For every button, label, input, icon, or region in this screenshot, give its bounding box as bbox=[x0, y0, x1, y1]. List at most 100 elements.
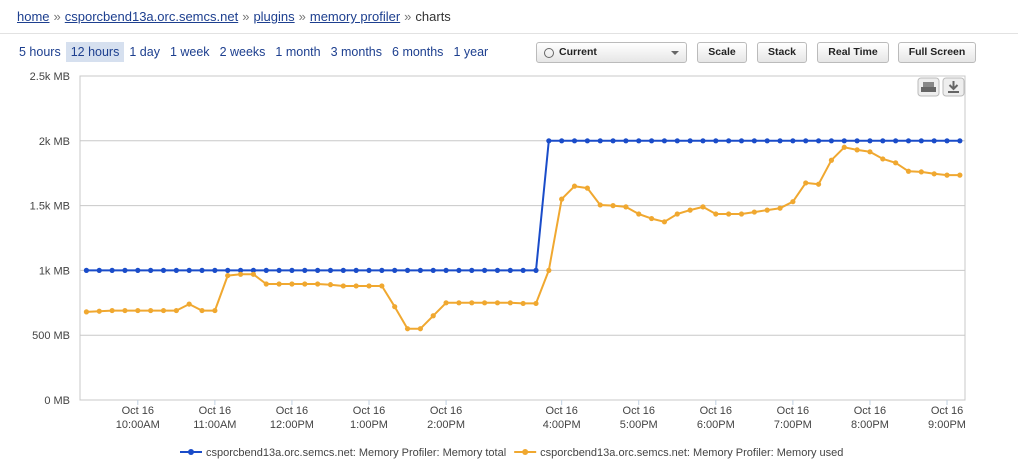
breadcrumb-separator: » bbox=[242, 9, 250, 24]
legend-marker bbox=[188, 449, 194, 455]
data-point bbox=[482, 267, 488, 273]
data-point bbox=[135, 307, 141, 314]
data-point bbox=[443, 267, 449, 273]
data-point bbox=[610, 138, 616, 144]
range-link[interactable]: 1 month bbox=[275, 45, 321, 59]
data-point bbox=[867, 138, 873, 144]
data-point bbox=[276, 281, 282, 287]
data-point bbox=[623, 204, 629, 210]
data-point bbox=[250, 267, 257, 273]
data-point bbox=[597, 202, 603, 208]
data-point bbox=[713, 138, 719, 144]
data-point bbox=[533, 267, 539, 273]
data-point bbox=[392, 267, 398, 273]
period-dropdown[interactable]: Current bbox=[536, 42, 687, 63]
x-tick-label: Oct 16 bbox=[199, 405, 231, 417]
data-point bbox=[494, 267, 501, 273]
data-point bbox=[366, 267, 372, 273]
data-point bbox=[918, 169, 924, 175]
breadcrumb-link[interactable]: home bbox=[17, 9, 50, 24]
data-point bbox=[803, 180, 809, 186]
breadcrumb-link[interactable]: memory profiler bbox=[309, 9, 401, 24]
data-point bbox=[135, 267, 141, 273]
data-point bbox=[751, 138, 757, 144]
x-tick-label: 10:00AM bbox=[116, 419, 160, 431]
data-point bbox=[109, 267, 115, 273]
data-point bbox=[379, 283, 385, 289]
data-point bbox=[379, 267, 385, 273]
breadcrumb-link[interactable]: plugins bbox=[253, 9, 295, 24]
data-point bbox=[854, 147, 860, 153]
data-point bbox=[507, 300, 513, 306]
x-tick-label: Oct 16 bbox=[430, 405, 462, 417]
toolbar-button[interactable]: Stack bbox=[757, 42, 807, 63]
data-point bbox=[546, 267, 552, 273]
range-link[interactable]: 3 months bbox=[330, 45, 383, 59]
data-point bbox=[841, 144, 847, 150]
range-link[interactable]: 2 weeks bbox=[219, 45, 266, 59]
range-link[interactable]: 12 hours bbox=[65, 42, 125, 62]
x-tick-label: Oct 16 bbox=[700, 405, 732, 417]
data-point bbox=[173, 267, 179, 273]
data-point bbox=[225, 272, 231, 279]
range-link[interactable]: 5 hours bbox=[19, 45, 61, 59]
data-point bbox=[250, 271, 257, 277]
data-point bbox=[212, 267, 218, 273]
x-tick-label: 4:00PM bbox=[543, 419, 581, 431]
range-link[interactable]: 1 day bbox=[129, 45, 160, 59]
download-icon bbox=[948, 81, 959, 93]
data-point bbox=[340, 267, 346, 273]
print-icon bbox=[923, 82, 934, 87]
data-point bbox=[584, 185, 590, 191]
data-point bbox=[199, 267, 205, 273]
data-point bbox=[160, 307, 167, 314]
toolbar-button[interactable]: Real Time bbox=[817, 42, 889, 63]
data-point bbox=[918, 138, 924, 144]
breadcrumb-link[interactable]: csporcbend13a.orc.semcs.net bbox=[64, 9, 239, 24]
range-link[interactable]: 1 week bbox=[169, 45, 210, 59]
data-point bbox=[700, 138, 706, 144]
data-point bbox=[404, 267, 411, 273]
data-point bbox=[571, 183, 578, 189]
x-tick-label: Oct 16 bbox=[854, 405, 886, 417]
data-point bbox=[109, 307, 115, 314]
data-point bbox=[122, 267, 128, 273]
data-point bbox=[944, 138, 950, 144]
toolbar-button[interactable]: Full Screen bbox=[898, 42, 976, 63]
range-link[interactable]: 1 year bbox=[453, 45, 489, 59]
data-point bbox=[417, 326, 423, 332]
print-button[interactable] bbox=[917, 77, 940, 97]
x-tick-label: Oct 16 bbox=[276, 405, 308, 417]
data-point bbox=[726, 211, 732, 217]
legend-item: csporcbend13a.orc.semcs.net: Memory Prof… bbox=[180, 447, 506, 459]
data-point bbox=[366, 283, 372, 289]
breadcrumb: home» csporcbend13a.orc.semcs.net» plugins… bbox=[0, 0, 1018, 34]
range-link[interactable]: 6 months bbox=[392, 45, 444, 59]
data-point bbox=[199, 307, 205, 314]
data-point bbox=[841, 138, 847, 144]
data-point bbox=[430, 313, 436, 319]
data-point bbox=[186, 301, 192, 307]
y-tick-label: 2k MB bbox=[39, 136, 70, 148]
data-point bbox=[828, 157, 835, 163]
data-point bbox=[957, 138, 963, 144]
toolbar-button[interactable]: Scale bbox=[697, 42, 747, 63]
data-point bbox=[559, 196, 565, 202]
data-point bbox=[738, 211, 745, 217]
data-point bbox=[713, 211, 719, 217]
data-point bbox=[148, 307, 154, 314]
y-tick-label: 1.5k MB bbox=[30, 201, 70, 213]
data-point bbox=[276, 267, 282, 273]
x-tick-label: 7:00PM bbox=[774, 419, 812, 431]
data-point bbox=[944, 172, 950, 178]
data-point bbox=[315, 267, 321, 273]
export-button[interactable] bbox=[942, 77, 965, 97]
data-point bbox=[687, 207, 693, 213]
data-point bbox=[327, 267, 334, 273]
plot-border bbox=[79, 75, 966, 401]
data-point bbox=[584, 138, 590, 144]
data-point bbox=[96, 308, 102, 314]
data-point bbox=[533, 300, 539, 307]
data-point bbox=[828, 138, 835, 144]
